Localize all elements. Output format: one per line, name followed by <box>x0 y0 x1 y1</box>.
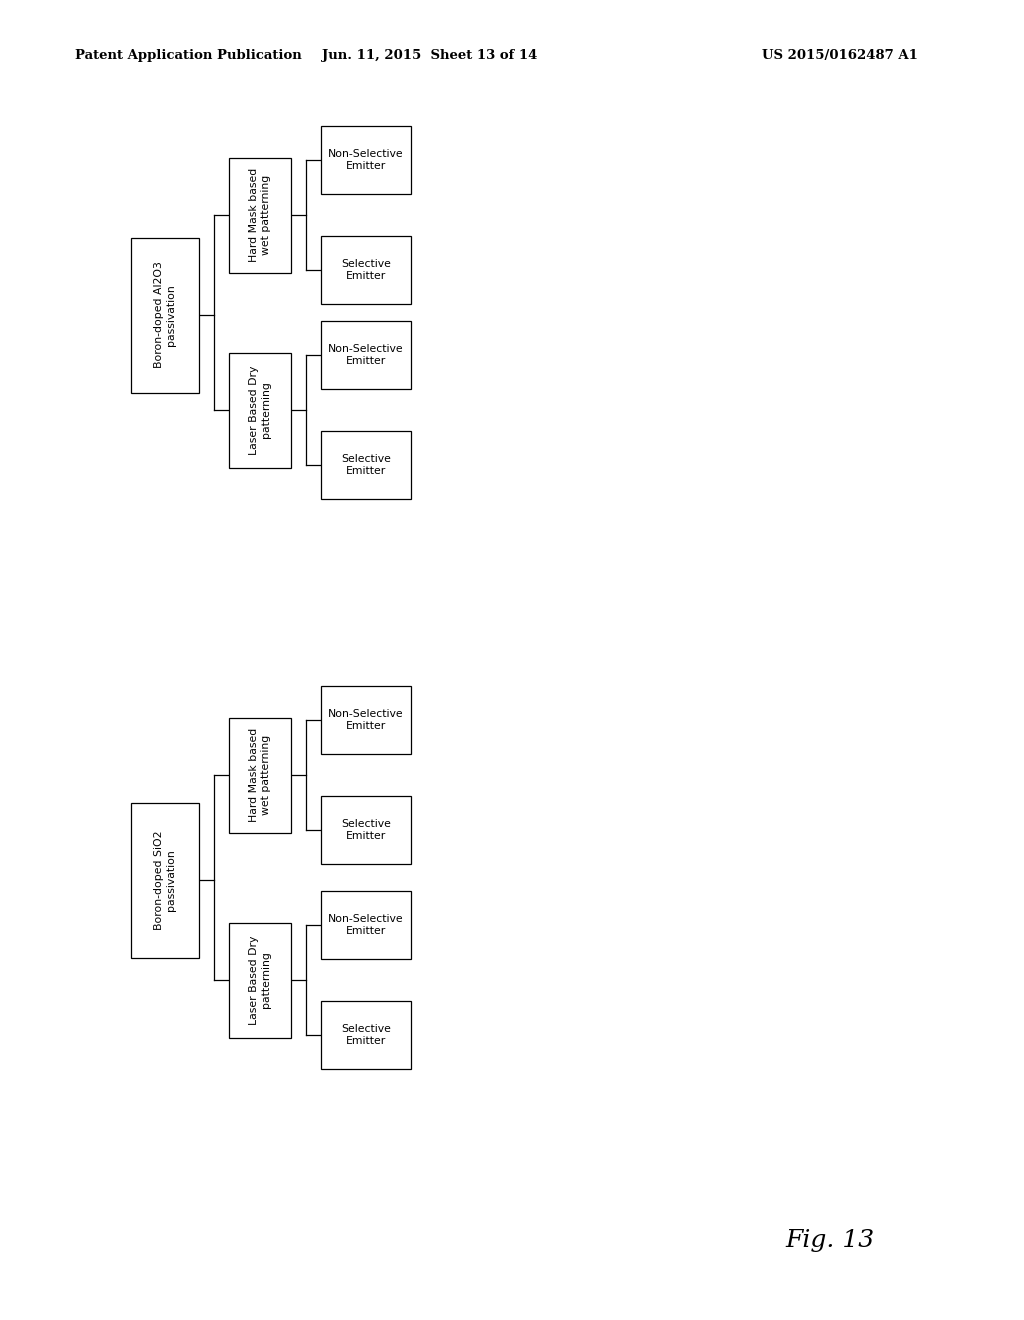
Bar <box>229 157 291 272</box>
Text: Non-Selective
Emitter: Non-Selective Emitter <box>328 709 403 731</box>
Text: Laser Based Dry
patterning: Laser Based Dry patterning <box>249 936 271 1024</box>
Text: Jun. 11, 2015  Sheet 13 of 14: Jun. 11, 2015 Sheet 13 of 14 <box>323 49 538 62</box>
Bar <box>131 803 199 957</box>
Bar <box>131 238 199 392</box>
Text: Hard Mask based
wet patterning: Hard Mask based wet patterning <box>249 727 271 822</box>
Bar <box>229 718 291 833</box>
Text: Selective
Emitter: Selective Emitter <box>341 259 391 281</box>
Text: Selective
Emitter: Selective Emitter <box>341 1024 391 1047</box>
Text: Non-Selective
Emitter: Non-Selective Emitter <box>328 149 403 172</box>
Text: Boron-doped SiO2
passivation: Boron-doped SiO2 passivation <box>154 830 176 929</box>
Text: Non-Selective
Emitter: Non-Selective Emitter <box>328 343 403 366</box>
Bar <box>321 1001 411 1069</box>
Bar <box>321 321 411 389</box>
Bar <box>321 686 411 754</box>
Bar <box>321 796 411 865</box>
Text: US 2015/0162487 A1: US 2015/0162487 A1 <box>762 49 918 62</box>
Text: Patent Application Publication: Patent Application Publication <box>75 49 302 62</box>
Text: Hard Mask based
wet patterning: Hard Mask based wet patterning <box>249 168 271 263</box>
Bar <box>321 125 411 194</box>
Bar <box>321 432 411 499</box>
Bar <box>229 352 291 467</box>
Bar <box>321 891 411 960</box>
Text: Selective
Emitter: Selective Emitter <box>341 454 391 477</box>
Text: Selective
Emitter: Selective Emitter <box>341 818 391 841</box>
Text: Laser Based Dry
patterning: Laser Based Dry patterning <box>249 366 271 454</box>
Bar <box>321 236 411 304</box>
Bar <box>229 923 291 1038</box>
Text: Non-Selective
Emitter: Non-Selective Emitter <box>328 913 403 936</box>
Text: Fig. 13: Fig. 13 <box>785 1229 874 1251</box>
Text: Boron-doped Al2O3
passivation: Boron-doped Al2O3 passivation <box>154 261 176 368</box>
